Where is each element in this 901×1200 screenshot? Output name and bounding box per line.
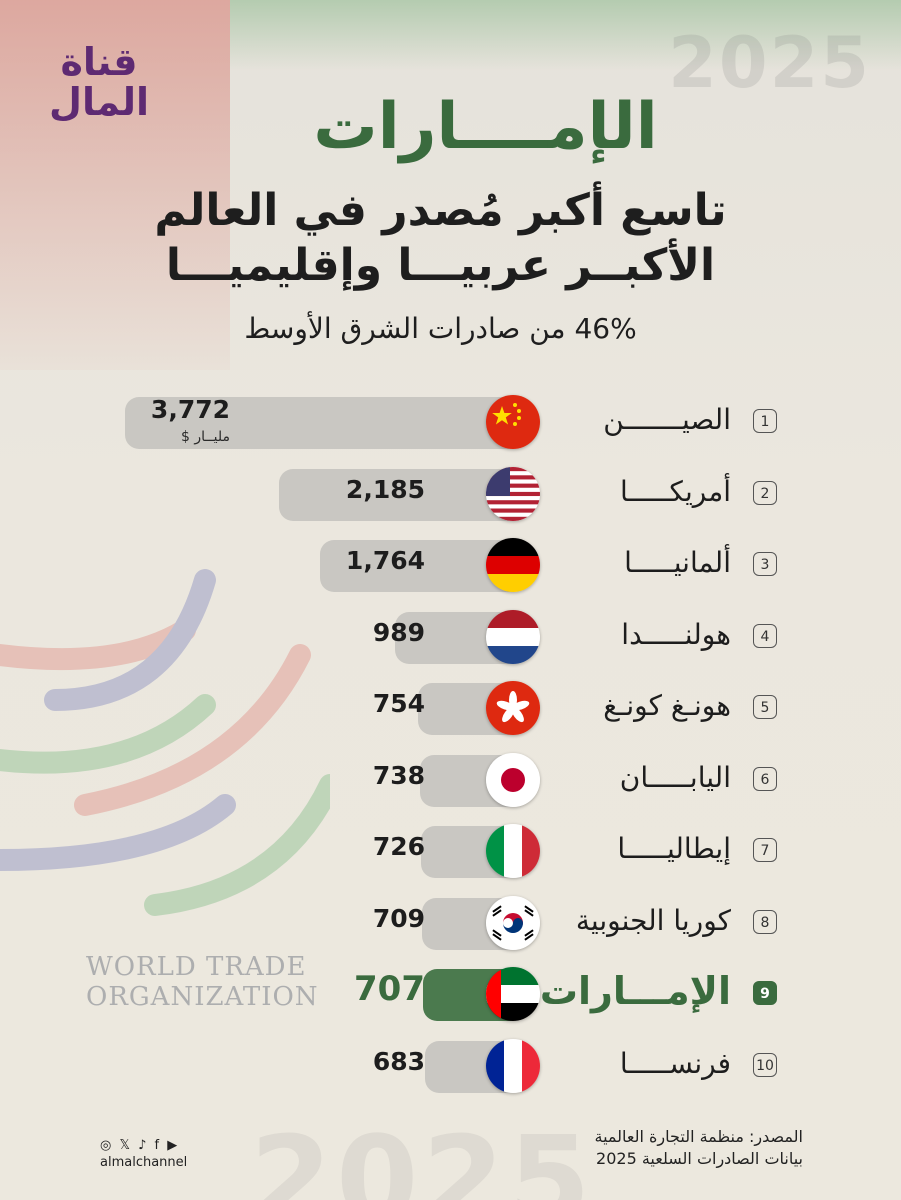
data-label: 3,772 bbox=[150, 395, 230, 424]
data-label: 1,764 bbox=[345, 546, 425, 575]
uae-flag-icon bbox=[486, 967, 540, 1021]
rank-badge: 6 bbox=[753, 766, 777, 791]
social-icons: ◎ 𝕏 ♪ f ▶ bbox=[100, 1138, 179, 1153]
france-flag-icon bbox=[486, 1038, 540, 1093]
category-label: هولنـــــدا bbox=[621, 617, 731, 651]
rank-badge: 7 bbox=[753, 838, 777, 862]
chart-row: 1,764 ألمانيـــــا 3 bbox=[0, 536, 901, 596]
south-korea-flag-icon bbox=[486, 895, 540, 950]
data-label: 709 bbox=[372, 903, 425, 933]
x-icon[interactable]: 𝕏 bbox=[119, 1138, 132, 1153]
germany-flag-icon bbox=[486, 538, 540, 592]
rank-badge: 1 bbox=[753, 409, 777, 433]
rank-badge: 4 bbox=[753, 623, 777, 648]
chart-row: 738 اليابـــــان 6 bbox=[0, 751, 901, 811]
category-label: الإمـــارات bbox=[539, 969, 731, 1013]
category-label: الصيـــــــن bbox=[603, 403, 731, 436]
chart-row: 707 الإمـــارات 9 bbox=[0, 965, 901, 1025]
brand-logo: قناة المال bbox=[44, 42, 154, 122]
facebook-icon[interactable]: f bbox=[154, 1138, 162, 1153]
brand-line2: المال bbox=[48, 80, 149, 124]
usa-flag-icon bbox=[486, 466, 540, 521]
data-label: 683 bbox=[372, 1046, 425, 1076]
chart-row: 683 فرنســـــا 10 bbox=[0, 1037, 901, 1097]
category-label: اليابـــــان bbox=[619, 760, 731, 794]
data-label: 726 bbox=[372, 832, 425, 861]
category-label: كوريا الجنوبية bbox=[575, 903, 731, 937]
italy-flag-icon bbox=[486, 824, 540, 878]
wto-name-line1: WORLD TRADE bbox=[86, 952, 307, 982]
instagram-icon[interactable]: ◎ bbox=[100, 1138, 114, 1153]
data-label: 738 bbox=[372, 760, 425, 790]
data-label: 2,185 bbox=[345, 474, 425, 504]
tiktok-icon[interactable]: ♪ bbox=[138, 1138, 149, 1153]
chart-row: 754 هونـغ كونـغ 5 bbox=[0, 679, 901, 739]
subtitle-2: الأكبــر عربيـــا وإقليميـــا bbox=[165, 240, 716, 291]
flag-green-backdrop bbox=[230, 0, 901, 70]
wto-name: WORLD TRADE ORGANIZATION bbox=[86, 952, 326, 1012]
rank-badge: 10 bbox=[753, 1052, 777, 1077]
chart-row: 726 إيطاليـــــا 7 bbox=[0, 822, 901, 882]
subtitle-1: تاسع أكبر مُصدر في العالم bbox=[154, 185, 727, 236]
rank-badge: 8 bbox=[753, 909, 777, 934]
netherlands-flag-icon bbox=[486, 609, 540, 664]
chart-row: 2,185 أمريكـــــا 2 bbox=[0, 465, 901, 525]
category-label: ألمانيـــــا bbox=[624, 546, 731, 579]
category-label: أمريكـــــا bbox=[619, 474, 731, 508]
china-flag-icon bbox=[486, 395, 540, 449]
data-label: 707 bbox=[354, 969, 425, 1009]
chart-row: 3,772 مليــار $ الصيـــــــن 1 bbox=[0, 393, 901, 453]
source-line-2: بيانات الصادرات السلعية 2025 bbox=[596, 1149, 803, 1168]
chart-row: 709 كوريا الجنوبية 8 bbox=[0, 894, 901, 954]
category-label: إيطاليـــــا bbox=[617, 832, 731, 865]
bar bbox=[125, 397, 525, 449]
brand-line1: قناة bbox=[60, 40, 138, 84]
wto-name-line2: ORGANIZATION bbox=[86, 982, 319, 1012]
wto-logo-icon bbox=[0, 569, 330, 916]
flag-red-backdrop bbox=[0, 0, 230, 370]
subtitle-3: 46% من صادرات الشرق الأوسط bbox=[244, 312, 637, 345]
japan-flag-icon bbox=[486, 752, 540, 807]
category-label: هونـغ كونـغ bbox=[603, 689, 731, 722]
rank-badge: 9 bbox=[753, 981, 777, 1005]
rank-badge: 3 bbox=[753, 552, 777, 576]
youtube-icon[interactable]: ▶ bbox=[167, 1138, 180, 1153]
year-watermark-bottom: 2025 bbox=[250, 1110, 595, 1200]
bar bbox=[279, 468, 525, 521]
unit-label: مليــار $ bbox=[181, 429, 230, 445]
rank-badge: 2 bbox=[753, 480, 777, 505]
source-line-1: المصدر: منظمة التجارة العالمية bbox=[594, 1127, 803, 1146]
social-handle: almalchannel bbox=[100, 1155, 188, 1170]
rank-badge: 5 bbox=[753, 695, 777, 719]
data-label: 754 bbox=[372, 689, 425, 718]
data-label: 989 bbox=[372, 617, 425, 647]
page-title: الإمــــارات bbox=[313, 90, 658, 164]
chart-row: 989 هولنـــــدا 4 bbox=[0, 608, 901, 668]
hongkong-flag-icon bbox=[486, 681, 540, 735]
year-watermark-top: 2025 bbox=[668, 22, 871, 104]
category-label: فرنســـــا bbox=[619, 1046, 731, 1080]
